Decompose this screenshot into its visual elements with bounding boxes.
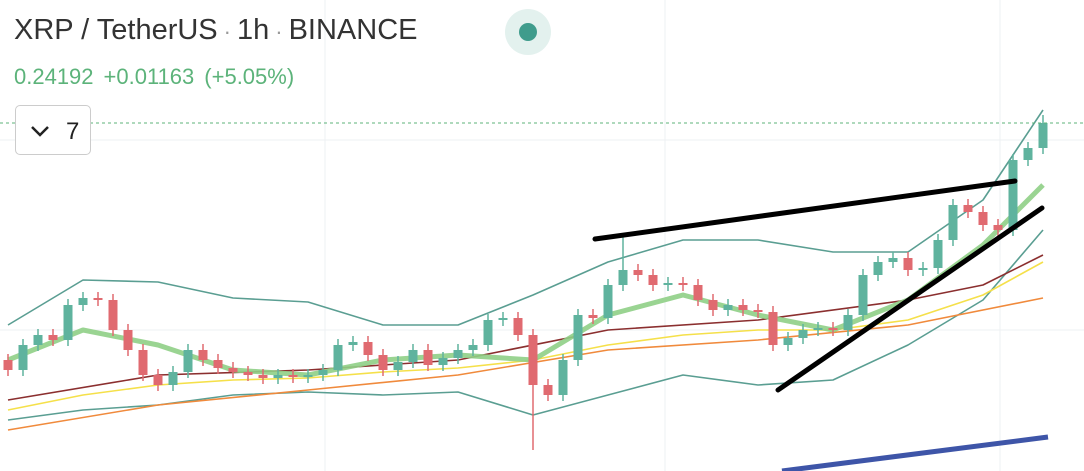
candle-body	[303, 375, 313, 377]
candle-body	[663, 283, 673, 285]
candle-body	[588, 315, 598, 318]
change: +0.01163	[103, 64, 195, 89]
candle-body	[783, 338, 793, 345]
candle-body	[678, 283, 688, 285]
market-status	[505, 9, 551, 55]
candle-body	[888, 258, 898, 262]
candle-body	[333, 345, 343, 370]
candle-body	[813, 328, 823, 330]
candle-body	[963, 205, 973, 212]
interval[interactable]: 1h	[236, 14, 270, 46]
indicators	[7, 109, 1045, 431]
candle-body	[1023, 148, 1033, 160]
candle-body	[258, 375, 268, 378]
candle-body	[318, 370, 328, 375]
candle-body	[348, 342, 358, 345]
candle-body	[243, 372, 253, 375]
candle-body	[708, 300, 718, 310]
candle-body	[558, 360, 568, 395]
candle-body	[633, 270, 643, 275]
candle-body	[978, 212, 988, 225]
indicators-toggle[interactable]: 7	[15, 105, 91, 155]
indicator-line	[7, 297, 1044, 431]
candle-body	[1038, 123, 1048, 148]
candle-body	[513, 318, 523, 335]
candle-body	[828, 328, 838, 330]
indicator-line	[7, 109, 1044, 326]
candle-body	[753, 310, 763, 312]
candle-body	[153, 375, 163, 385]
candle-body	[873, 262, 883, 275]
candle-body	[618, 270, 628, 285]
candle-body	[33, 335, 43, 345]
candle-body	[603, 285, 613, 318]
candle-body	[453, 350, 463, 358]
symbol: XRP / TetherUS	[14, 14, 218, 46]
change-percent: (+5.05%)	[204, 64, 295, 89]
candle-body	[138, 350, 148, 375]
candle-body	[408, 350, 418, 362]
indicator-line	[7, 254, 1044, 401]
candle-body	[993, 225, 1003, 230]
candle-body	[273, 375, 283, 378]
candle-body	[843, 315, 853, 330]
candle-body	[528, 335, 538, 385]
indicator-count: 7	[66, 118, 80, 145]
separator: ·	[275, 19, 283, 44]
candle-body	[483, 320, 493, 345]
candle-body	[108, 300, 118, 330]
candle-body	[288, 375, 298, 377]
candle-body	[948, 205, 958, 240]
candle-body	[1008, 160, 1018, 230]
price-info: 0.24192 +0.01163 (+5.05%)	[14, 64, 304, 90]
candle-body	[168, 372, 178, 385]
candle-body	[363, 342, 373, 355]
candle-body	[63, 305, 73, 340]
exchange: BINANCE	[288, 14, 418, 46]
candle-body	[543, 385, 553, 395]
candle-body	[78, 298, 88, 305]
last-price: 0.24192	[14, 64, 94, 89]
candle-body	[93, 298, 103, 300]
separator: ·	[223, 19, 231, 44]
candle-body	[738, 305, 748, 310]
candle-body	[498, 318, 508, 320]
candle-body	[438, 358, 448, 365]
candle-body	[468, 345, 478, 350]
trend-line	[592, 178, 1018, 242]
candle-body	[378, 355, 388, 370]
candle-body	[798, 330, 808, 338]
candle-body	[183, 350, 193, 372]
candle-body	[768, 312, 778, 345]
blue-line	[781, 434, 1049, 471]
candle-body	[918, 268, 928, 270]
candle-body	[198, 350, 208, 360]
candle-body	[48, 335, 58, 340]
candle-body	[18, 345, 28, 370]
candle-body	[933, 240, 943, 268]
indicator-line	[7, 261, 1044, 411]
candle-body	[3, 360, 13, 370]
candle-body	[213, 360, 223, 368]
candle-body	[393, 362, 403, 370]
symbol-header: XRP / TetherUS · 1h · BINANCE	[14, 14, 417, 47]
candle-body	[573, 315, 583, 360]
candle-body	[648, 275, 658, 285]
trend-line	[775, 205, 1045, 393]
status-dot	[519, 23, 537, 41]
candle-body	[423, 350, 433, 365]
indicator-line	[7, 229, 1044, 421]
candle-body	[228, 368, 238, 372]
candle-body	[723, 305, 733, 310]
candle-body	[123, 330, 133, 350]
candle-body	[903, 258, 913, 270]
trend-lines	[592, 178, 1045, 393]
candle-body	[858, 275, 868, 315]
candles	[3, 115, 1048, 450]
candle-body	[693, 285, 703, 300]
chevron	[31, 126, 49, 137]
